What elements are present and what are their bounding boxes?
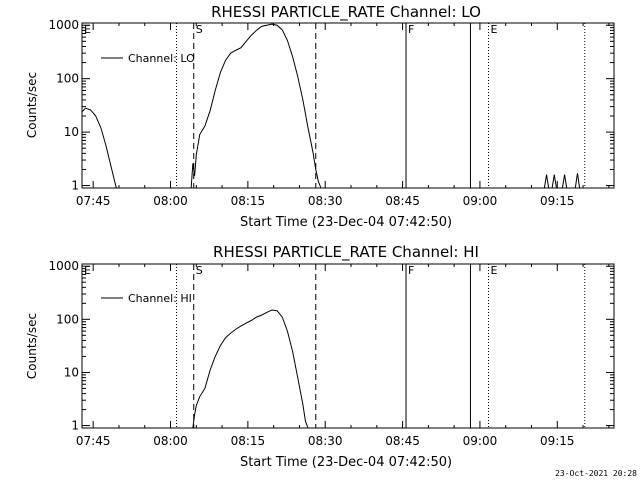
y-tick-label: 1000 xyxy=(48,259,79,273)
series-line xyxy=(561,174,568,189)
x-tick-label: 07:45 xyxy=(76,434,111,448)
series-line xyxy=(574,173,581,189)
x-tick-label: 09:00 xyxy=(463,434,498,448)
x-tick-label: 09:15 xyxy=(540,434,575,448)
marker-label: F xyxy=(408,23,414,36)
marker-label: E xyxy=(491,264,498,277)
x-tick-label: 08:15 xyxy=(231,194,266,208)
marker-label: F xyxy=(408,264,414,277)
generation-timestamp: 23-Oct-2021 20:28 xyxy=(555,469,637,478)
y-axis-label: Counts/sec xyxy=(25,313,39,379)
y-tick-label: 100 xyxy=(56,72,79,86)
legend: Channel: HI xyxy=(101,292,192,305)
marker-label: S xyxy=(196,23,203,36)
x-tick-label: 08:45 xyxy=(385,434,420,448)
data-series xyxy=(81,23,581,189)
x-tick-label: 08:45 xyxy=(385,194,420,208)
marker-label: S xyxy=(196,264,203,277)
marker-label: E xyxy=(491,23,498,36)
y-tick-label: 10 xyxy=(64,365,79,379)
legend-entry: Channel: HI xyxy=(128,292,192,305)
x-axis-ticks: 07:45 08:00 08:15 08:30 08:45 09:00 09:15 xyxy=(76,264,610,448)
legend: Channel: LO xyxy=(101,52,195,65)
x-axis-ticks: 07:45 08:00 08:15 08:30 08:45 09:00 09:15 xyxy=(76,23,610,208)
panel-channel-hi: RHESSI PARTICLE_RATE Channel: HI E S F E 07… xyxy=(25,243,615,470)
y-tick-label: 1 xyxy=(71,419,79,433)
chart-title: RHESSI PARTICLE_RATE Channel: HI xyxy=(213,243,479,262)
y-axis-ticks: 1 10 100 1000 xyxy=(48,259,614,433)
series-line xyxy=(192,309,309,429)
x-axis-label: Start Time (23-Dec-04 07:42:50) xyxy=(240,455,452,470)
y-tick-label: 1000 xyxy=(48,18,79,32)
x-tick-label: 08:00 xyxy=(153,434,188,448)
x-tick-label: 09:00 xyxy=(463,194,498,208)
legend-entry: Channel: LO xyxy=(128,52,195,65)
x-tick-label: 09:15 xyxy=(540,194,575,208)
x-tick-label: 08:30 xyxy=(308,194,343,208)
chart-title: RHESSI PARTICLE_RATE Channel: LO xyxy=(211,3,481,22)
x-tick-label: 07:45 xyxy=(76,194,111,208)
series-line xyxy=(81,107,117,189)
marker-label: E xyxy=(84,23,91,36)
y-tick-label: 1 xyxy=(71,179,79,193)
series-line xyxy=(551,174,557,189)
data-series xyxy=(192,309,309,429)
x-tick-label: 08:30 xyxy=(308,434,343,448)
x-axis-label: Start Time (23-Dec-04 07:42:50) xyxy=(240,215,452,230)
series-line xyxy=(190,23,322,189)
plot-frame xyxy=(81,22,615,189)
series-line xyxy=(543,174,550,189)
panel-channel-lo: RHESSI PARTICLE_RATE Channel: LO E S F E 07… xyxy=(25,3,615,230)
marker-label: E xyxy=(84,264,91,277)
y-axis-label: Counts/sec xyxy=(25,72,39,138)
x-tick-label: 08:00 xyxy=(153,194,188,208)
y-tick-label: 100 xyxy=(56,312,79,326)
x-tick-label: 08:15 xyxy=(231,434,266,448)
y-axis-ticks: 1 10 100 1000 xyxy=(48,18,614,193)
y-tick-label: 10 xyxy=(64,125,79,139)
plot-frame xyxy=(81,263,615,429)
